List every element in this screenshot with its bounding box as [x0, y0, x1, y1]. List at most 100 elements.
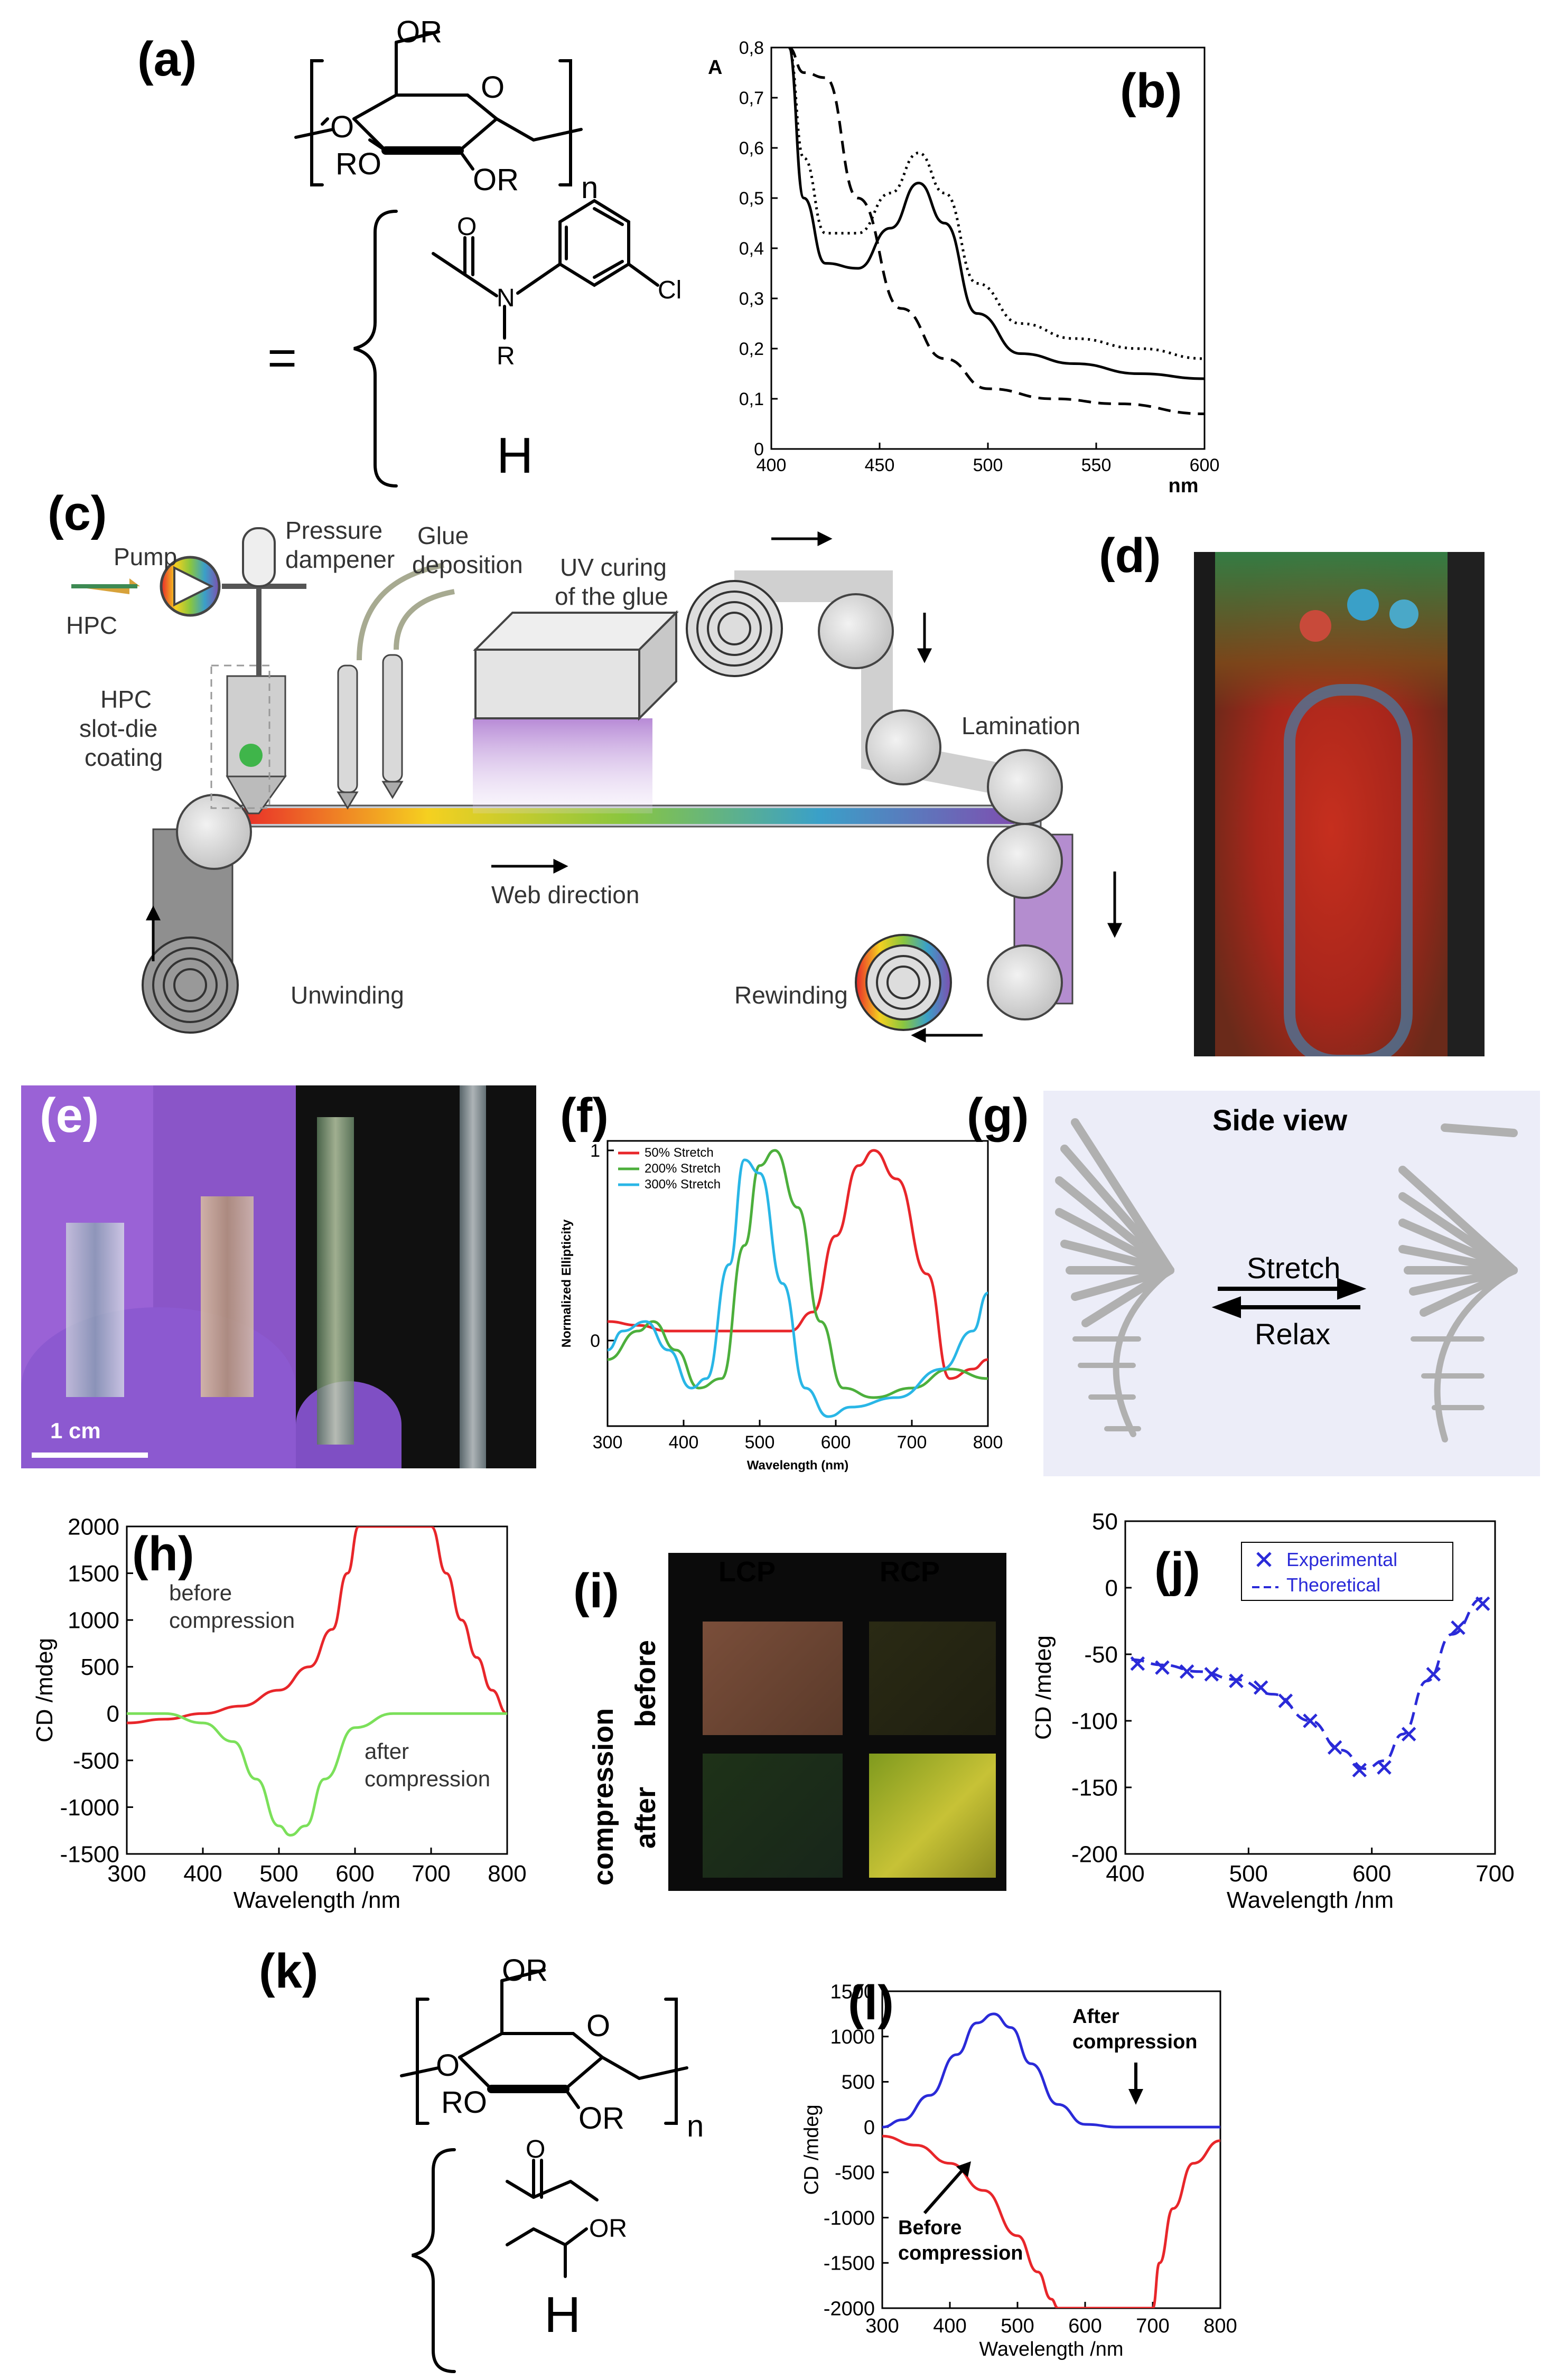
process-slot-label-3: coating [85, 744, 163, 771]
chem-k-or-bottom: OR [578, 2101, 624, 2135]
grid-after-label: after [630, 1787, 661, 1849]
chart-l-ytick-label: 0 [864, 2116, 875, 2139]
chart-h-ylabel: CD /mdeg [32, 1638, 58, 1742]
chart-b-ytick-label: 0,4 [739, 239, 764, 259]
chem-k-o-ring: O [586, 2009, 610, 2043]
chart-b-ytick-label: 0,2 [739, 339, 764, 359]
process-rewinding-label: Rewinding [734, 981, 848, 1009]
chem-a-cl: Cl [658, 276, 682, 304]
chart-b-ytick-label: 0,6 [739, 138, 764, 158]
process-lamination-label: Lamination [961, 712, 1080, 739]
chart-j-point [1155, 1660, 1170, 1675]
sideview-title: Side view [1212, 1103, 1348, 1137]
process-web-label: Web direction [491, 881, 639, 908]
chart-l-xtick-label: 800 [1203, 2315, 1237, 2337]
chart-j-point [1451, 1620, 1465, 1635]
chart-j-ytick-label: -150 [1071, 1775, 1118, 1801]
chart-l-xtick-label: 500 [1001, 2315, 1034, 2337]
grid-rcp-label: RCP [880, 1556, 940, 1588]
chart-f-series-1 [608, 1149, 988, 1399]
process-glue-label-1: Glue [417, 522, 469, 549]
chart-l-annotation: compression [898, 2242, 1023, 2264]
panel-label-e: (e) [40, 1089, 99, 1142]
chem-a-n-atom: N [497, 284, 515, 312]
chart-j-point [1253, 1680, 1268, 1695]
chart-j-point [1179, 1664, 1194, 1679]
chart-h-annotation: after [365, 1739, 409, 1764]
grid-row-labels-i: compression before after [587, 1640, 661, 1886]
sideview-stretch-label: Stretch [1247, 1251, 1340, 1285]
chem-k-n: n [687, 2109, 704, 2143]
chem-k-or-side: OR [589, 2215, 627, 2243]
chart-l-series-1 [882, 2134, 1220, 2308]
chart-j-xtick-label: 400 [1106, 1861, 1144, 1887]
chart-j-ytick-label: 0 [1105, 1575, 1118, 1601]
chart-j-point [1352, 1763, 1367, 1778]
chart-f-frame [606, 1140, 989, 1427]
chart-l-xtick-label: 300 [865, 2315, 899, 2337]
chem-a-or-top: OR [396, 15, 442, 49]
chart-h-annotation: compression [365, 1766, 490, 1791]
chart-l: 300 400 500 600 700 800 -2000 -1500 -1000 -500 0 50… [800, 1981, 1237, 2360]
chart-f-legend-label: 200% Stretch [645, 1161, 721, 1176]
chart-l-ylabel: CD /mdeg [800, 2104, 823, 2195]
chart-f-legend-label: 50% Stretch [645, 1146, 714, 1160]
process-uv-label-2: of the glue [555, 583, 668, 610]
chart-h-ytick-label: 500 [81, 1654, 119, 1680]
chart-j-xtick-label: 500 [1229, 1861, 1268, 1887]
chart-l-xtick-label: 700 [1136, 2315, 1169, 2337]
chart-j-frame [1124, 1520, 1496, 1855]
chem-k-o-left: O [436, 2048, 460, 2083]
chart-j-ytick-label: 50 [1092, 1508, 1118, 1534]
polarization-grid-i [668, 1553, 1006, 1891]
chart-j-point [1377, 1760, 1392, 1775]
chart-j-xtick-label: 600 [1352, 1861, 1391, 1887]
chart-l-frame [881, 1990, 1221, 2309]
panel-label-d: (d) [1099, 529, 1161, 583]
chart-j-legend-marker [1256, 1552, 1272, 1567]
chem-k-or-top: OR [502, 1953, 548, 1988]
chem-a-n: n [581, 171, 598, 205]
chem-a-h: H [497, 427, 533, 484]
process-hpc-label: HPC [66, 612, 117, 639]
sideview-diagram-g: Side view Stretch Relax [1055, 1103, 1518, 1442]
chart-f-legend-label: 300% Stretch [645, 1177, 721, 1192]
chem-a-ro: RO [335, 147, 381, 181]
chart-b-series-2 [788, 48, 1205, 415]
chart-b-xlabel: nm [1169, 475, 1199, 496]
chem-k-h: H [544, 2287, 581, 2343]
chart-l-annotation: Before [898, 2217, 961, 2239]
chart-j-legend-box [1241, 1542, 1453, 1601]
chart-h-xtick-label: 600 [335, 1861, 374, 1887]
chart-f-ytick-label: 0 [590, 1331, 600, 1351]
chart-h-ytick-label: 1500 [68, 1561, 119, 1587]
chart-h-ytick-label: 1000 [68, 1608, 119, 1634]
chart-l-xtick-label: 400 [933, 2315, 966, 2337]
grid-lcp-label: LCP [718, 1556, 776, 1588]
panel-label-c: (c) [48, 486, 107, 540]
chart-f-xtick-label: 700 [897, 1432, 927, 1453]
chart-l-ytick-label: 1500 [830, 1981, 875, 2003]
chart-j-series-1 [1131, 1597, 1483, 1770]
process-dampener-label-2: dampener [285, 546, 395, 573]
chart-b-xtick-label: 500 [973, 455, 1003, 475]
panel-label-g: (g) [967, 1089, 1029, 1142]
grid-compression-label: compression [587, 1708, 619, 1886]
chem-k-o-carbonyl: O [526, 2135, 545, 2163]
chem-structure-a: OR O O RO OR n R = O N R Cl H [264, 15, 682, 488]
chart-b-ytick-label: 0 [754, 439, 764, 460]
panel-label-h: (h) [132, 1527, 194, 1581]
chem-a-o-left: O [330, 110, 354, 144]
chart-j-point [1229, 1673, 1244, 1689]
chem-structure-k: OR O O RO OR n R = O OR H [400, 1953, 704, 2373]
chart-l-ytick-label: -2000 [824, 2298, 875, 2320]
chart-b-series-1 [787, 48, 1205, 360]
chart-j-point [1401, 1727, 1416, 1741]
chart-h-xtick-label: 400 [183, 1861, 222, 1887]
chart-h-series-0 [127, 1526, 507, 1725]
chart-f-series-0 [608, 1149, 988, 1380]
chem-k-ro: RO [441, 2085, 487, 2120]
process-slot-label-1: HPC [100, 686, 152, 713]
chart-b-xtick-label: 450 [865, 455, 895, 475]
photo-e [21, 1085, 536, 1468]
